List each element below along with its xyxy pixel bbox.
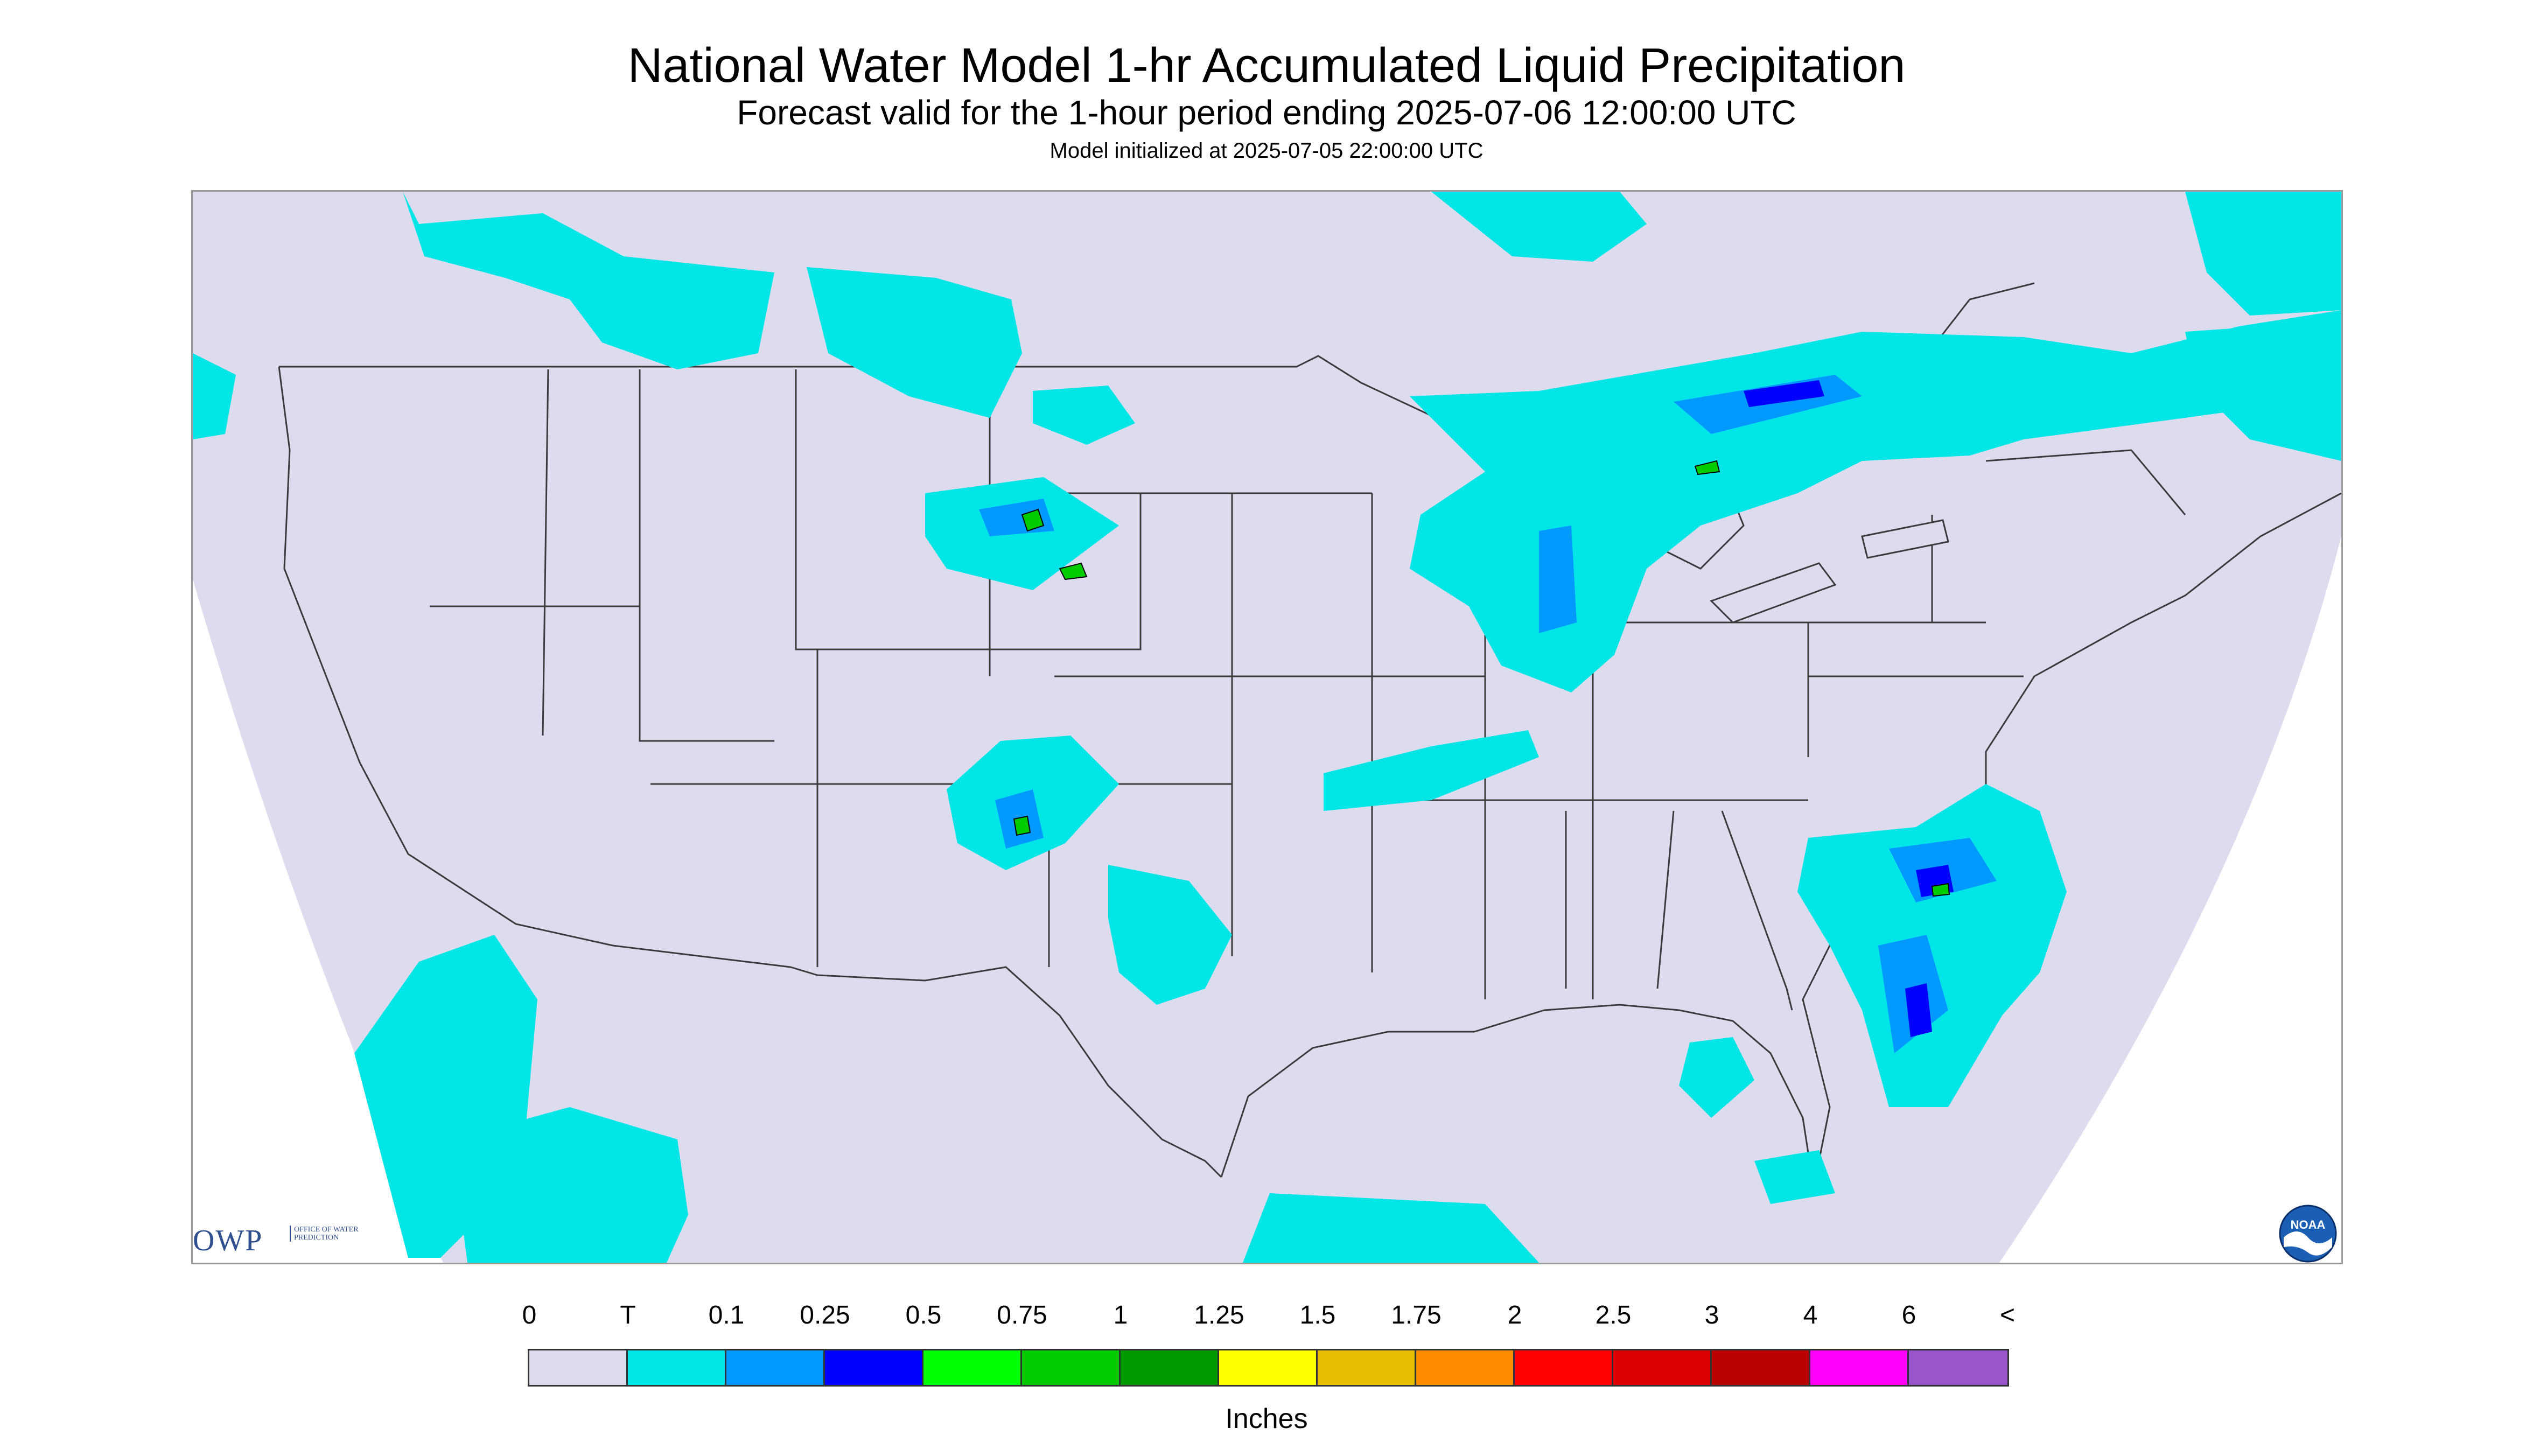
legend-swatch xyxy=(1613,1350,1712,1385)
map-subtitle: Forecast valid for the 1-hour period end… xyxy=(737,93,1796,132)
model-init-time: Model initialized at 2025-07-05 22:00:00… xyxy=(1049,139,1484,163)
legend-swatch xyxy=(1712,1350,1810,1385)
owp-logo-abbr: OWP xyxy=(193,1224,263,1257)
legend-swatch xyxy=(1022,1350,1121,1385)
precipitation-light xyxy=(193,192,2341,1263)
legend-swatch xyxy=(529,1350,628,1385)
map-title: National Water Model 1-hr Accumulated Li… xyxy=(627,39,1906,93)
map-canvas xyxy=(193,192,2341,1263)
owp-logo-full: OFFICE OF WATER PREDICTION xyxy=(290,1226,380,1242)
legend-swatch xyxy=(1810,1350,1909,1385)
gulf-coastline xyxy=(1220,1004,1815,1188)
noaa-logo-text: NOAA xyxy=(2291,1218,2326,1231)
legend-color-bar xyxy=(528,1349,2009,1387)
legend-label: 2.5 xyxy=(1595,1301,1632,1329)
legend-label: < xyxy=(1999,1301,2016,1329)
legend-units: Inches xyxy=(1225,1403,1308,1434)
legend-swatch xyxy=(923,1350,1022,1385)
legend-swatch xyxy=(1909,1350,2007,1385)
pacific-coastline xyxy=(278,366,613,947)
legend-labels: 0 T 0.1 0.25 0.5 0.75 1 1.25 1.5 1.75 2 2.5 3 4 6 < xyxy=(0,1300,2533,1338)
legend-label: 0.5 xyxy=(905,1301,942,1329)
legend-label: 0.75 xyxy=(997,1301,1047,1329)
legend-label: 4 xyxy=(1803,1301,1818,1329)
legend-label: 2 xyxy=(1507,1301,1522,1329)
legend-swatch xyxy=(1121,1350,1219,1385)
legend-label: 1.25 xyxy=(1194,1301,1244,1329)
owp-logo: OWP OFFICE OF WATER PREDICTION xyxy=(193,1220,376,1263)
legend-swatch xyxy=(1515,1350,1613,1385)
legend-label: T xyxy=(620,1301,636,1329)
noaa-logo-icon: NOAA xyxy=(2279,1205,2337,1263)
legend-swatch xyxy=(1318,1350,1416,1385)
legend-label: 6 xyxy=(1901,1301,1916,1329)
legend-swatch xyxy=(726,1350,825,1385)
legend-swatch xyxy=(628,1350,726,1385)
precipitation-map: OWP OFFICE OF WATER PREDICTION NOAA xyxy=(191,190,2343,1264)
precipitation-very-heavy xyxy=(1013,460,1950,897)
legend-swatch xyxy=(1219,1350,1318,1385)
legend-label: 1.5 xyxy=(1299,1301,1336,1329)
legend-label: 0 xyxy=(522,1301,537,1329)
legend-label: 0.25 xyxy=(800,1301,850,1329)
legend-label: 0.1 xyxy=(708,1301,745,1329)
legend-swatch xyxy=(1416,1350,1515,1385)
legend-label: 1.75 xyxy=(1391,1301,1442,1329)
legend-label: 3 xyxy=(1704,1301,1719,1329)
legend-swatch xyxy=(825,1350,923,1385)
legend-label: 1 xyxy=(1113,1301,1128,1329)
us-mexico-border xyxy=(612,944,1222,1178)
